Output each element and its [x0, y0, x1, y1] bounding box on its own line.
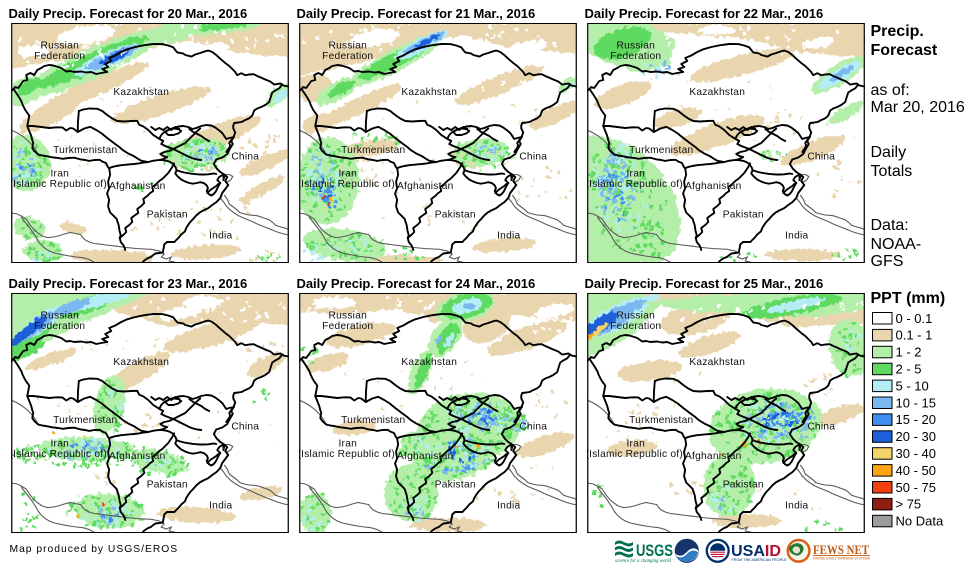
svg-text:5 - 10: 5 - 10 [895, 378, 928, 393]
svg-text:science for a changing world: science for a changing world [615, 559, 672, 564]
svg-text:30 - 40: 30 - 40 [895, 446, 935, 461]
svg-text:USAID: USAID [731, 543, 781, 560]
svg-text:0 - 0.1: 0 - 0.1 [895, 312, 932, 326]
svg-text:FEWS NET: FEWS NET [813, 542, 869, 557]
svg-text:10 - 15: 10 - 15 [895, 395, 935, 410]
svg-text:FAMINE EARLY WARNING SYSTEMS N: FAMINE EARLY WARNING SYSTEMS NETWORK [813, 557, 870, 561]
svg-text:15 - 20: 15 - 20 [895, 412, 935, 427]
svg-text:1 - 2: 1 - 2 [895, 345, 921, 360]
svg-text:50 - 75: 50 - 75 [895, 480, 935, 495]
svg-text:20 - 30: 20 - 30 [895, 429, 935, 444]
svg-text:USGS: USGS [636, 541, 673, 560]
svg-text:> 75: > 75 [895, 497, 921, 512]
svg-text:40 - 50: 40 - 50 [895, 463, 935, 478]
svg-text:0.1 - 1: 0.1 - 1 [895, 328, 932, 343]
svg-text:No Data: No Data [895, 514, 943, 529]
svg-text:2 - 5: 2 - 5 [895, 362, 921, 377]
svg-text:FROM THE AMERICAN PEOPLE: FROM THE AMERICAN PEOPLE [732, 558, 788, 562]
